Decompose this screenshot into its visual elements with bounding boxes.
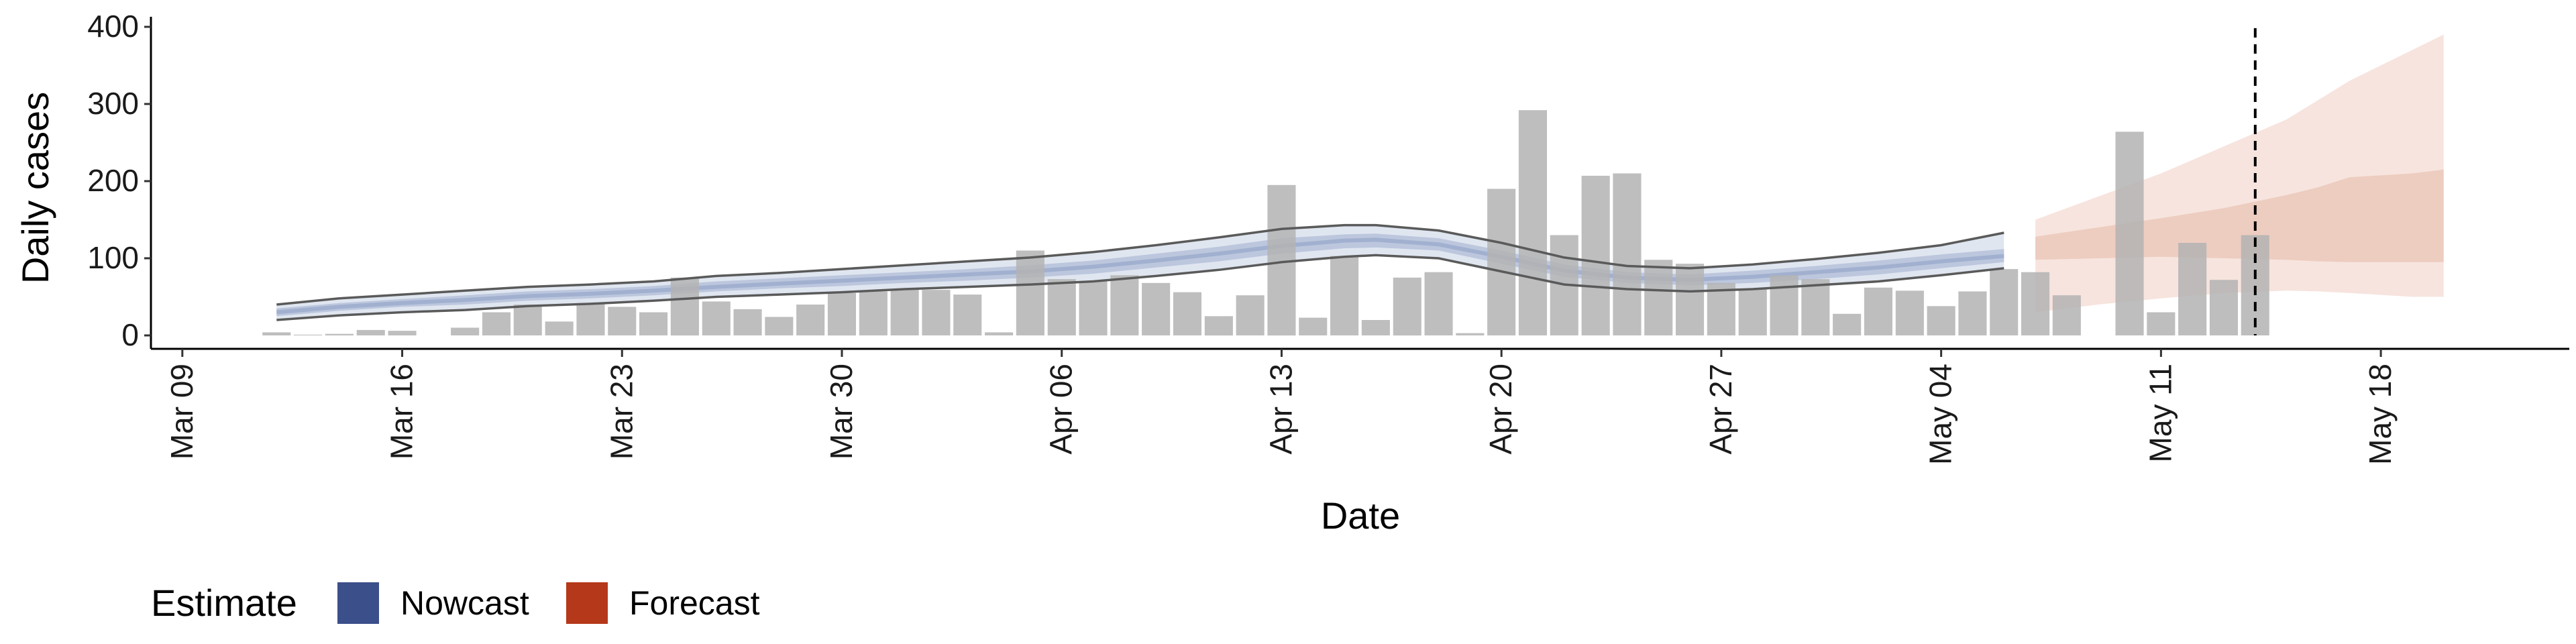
bar-2020-03-27: [733, 309, 762, 335]
y-tick-label-100: 100: [87, 240, 139, 275]
y-axis-title: Daily cases: [14, 92, 56, 284]
bar-2020-04-06: [1047, 279, 1076, 335]
bar-2020-04-16: [1361, 320, 1390, 335]
bar-2020-04-17: [1393, 277, 1421, 336]
y-tick-label-400: 400: [87, 9, 139, 44]
bar-2020-03-12: [262, 332, 291, 335]
bar-2020-05-01: [1833, 313, 1862, 335]
bar-2020-04-29: [1770, 275, 1799, 335]
bar-2020-05-13: [2209, 280, 2238, 335]
bar-2020-05-02: [1864, 287, 1892, 335]
y-tick-label-300: 300: [87, 86, 139, 121]
y-tick-label-200: 200: [87, 163, 139, 198]
bar-2020-03-15: [356, 329, 385, 335]
bar-2020-04-24: [1613, 173, 1642, 335]
bar-2020-05-04: [1927, 306, 1955, 335]
nowcast-median-line: [276, 237, 2004, 315]
bar-2020-05-12: [2178, 243, 2207, 335]
legend-label-nowcast: Nowcast: [400, 584, 529, 622]
x-tick-label-2020-03-09: Mar 09: [164, 364, 199, 460]
bar-2020-04-20: [1487, 189, 1516, 335]
bar-2020-03-28: [765, 317, 794, 335]
legend-title: Estimate: [151, 582, 297, 624]
x-tick-label-2020-05-04: May 04: [1923, 364, 1958, 465]
bar-2020-04-12: [1236, 295, 1265, 335]
x-tick-label-2020-04-13: Apr 13: [1263, 364, 1298, 455]
bar-2020-04-01: [890, 289, 919, 335]
bar-2020-03-24: [639, 312, 668, 335]
bar-2020-04-19: [1456, 333, 1485, 335]
forecast-band-90: [2035, 34, 2444, 313]
bar-2020-03-30: [827, 292, 856, 336]
bar-2020-04-21: [1518, 110, 1547, 335]
legend-swatch-nowcast: [337, 582, 379, 624]
bar-2020-04-04: [985, 332, 1014, 335]
x-tick-label-2020-03-30: Mar 30: [824, 364, 859, 460]
x-axis-title: Date: [1321, 494, 1400, 537]
bar-2020-03-25: [670, 277, 699, 336]
bar-2020-03-16: [388, 331, 417, 335]
legend: Estimate Nowcast Forecast: [151, 582, 760, 624]
x-tick-label-2020-03-16: Mar 16: [384, 364, 419, 460]
bar-2020-03-22: [576, 303, 605, 335]
bar-2020-05-11: [2147, 312, 2176, 335]
bar-2020-05-06: [1990, 269, 2019, 335]
ribbon-outline-layer: [276, 223, 2004, 321]
bar-2020-05-05: [1958, 291, 1987, 335]
bar-2020-03-19: [482, 312, 511, 335]
bar-2020-03-23: [608, 307, 637, 335]
x-tick-label-2020-05-18: May 18: [2363, 364, 2398, 465]
nowcast-lower-outline: [276, 254, 2004, 321]
bar-2020-04-08: [1110, 275, 1139, 335]
axes-layer: 0 100 200 300 400 Mar 09 Mar 16 Mar 23 Mar 30 Apr…: [87, 9, 2569, 465]
x-tick-label-2020-04-20: Apr 20: [1483, 364, 1518, 455]
bar-2020-03-21: [545, 321, 574, 335]
legend-swatch-forecast: [566, 582, 608, 624]
bar-2020-04-23: [1581, 176, 1610, 335]
bar-2020-04-14: [1299, 317, 1328, 335]
bar-2020-05-10: [2115, 131, 2144, 335]
bar-2020-04-07: [1079, 281, 1108, 335]
bar-2020-04-25: [1644, 260, 1673, 335]
bar-2020-03-20: [513, 305, 542, 335]
nowcast-upper-outline: [276, 223, 2004, 306]
bar-2020-04-30: [1801, 279, 1830, 335]
x-tick-label-2020-05-11: May 11: [2143, 364, 2178, 462]
bar-2020-04-11: [1204, 316, 1233, 336]
bar-2020-04-05: [1016, 250, 1044, 335]
bar-2020-04-15: [1330, 256, 1359, 335]
bar-2020-03-31: [859, 291, 888, 335]
bar-2020-04-09: [1142, 282, 1171, 335]
bar-2020-04-28: [1738, 289, 1767, 335]
bar-2020-03-18: [451, 327, 480, 335]
x-tick-label-2020-04-06: Apr 06: [1044, 364, 1079, 455]
bar-2020-05-07: [2021, 272, 2050, 335]
bar-2020-03-29: [796, 305, 825, 335]
bar-2020-05-08: [2052, 295, 2081, 335]
bar-2020-04-18: [1424, 272, 1453, 335]
bar-2020-05-03: [1895, 290, 1924, 335]
legend-label-forecast: Forecast: [629, 584, 760, 622]
bar-2020-04-10: [1173, 292, 1201, 335]
bar-2020-03-14: [325, 333, 354, 335]
bar-2020-04-02: [922, 290, 951, 335]
bar-2020-03-26: [702, 301, 731, 335]
x-tick-label-2020-03-23: Mar 23: [604, 364, 639, 460]
bar-2020-04-03: [953, 294, 982, 335]
x-tick-label-2020-04-27: Apr 27: [1703, 364, 1738, 455]
y-tick-label-0: 0: [121, 317, 139, 352]
bar-2020-04-26: [1676, 264, 1705, 335]
